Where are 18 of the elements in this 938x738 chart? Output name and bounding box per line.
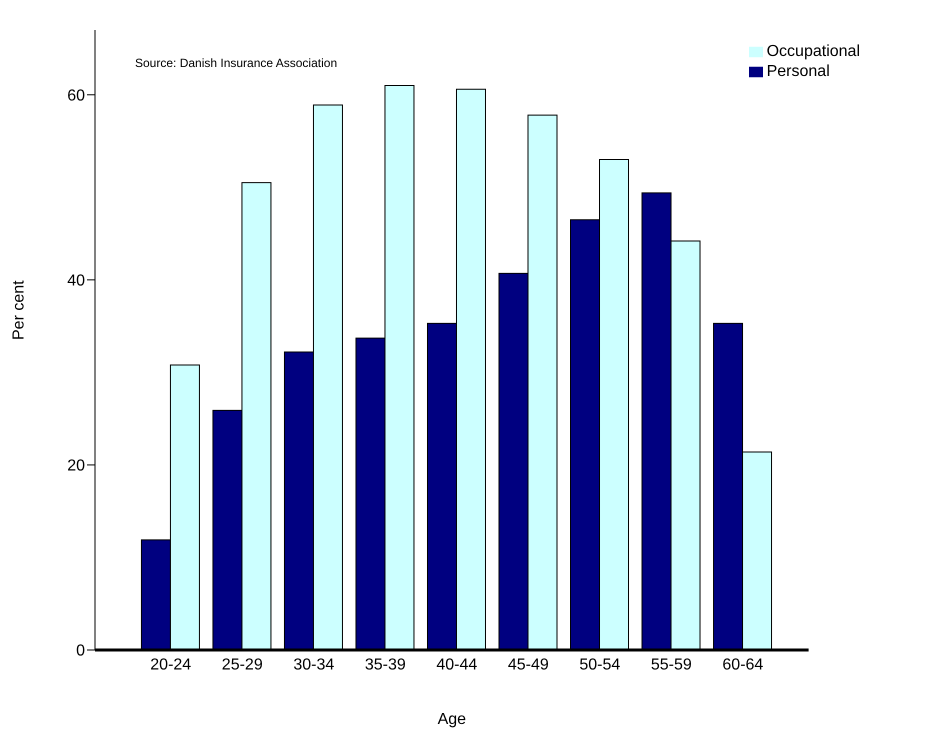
x-tick-label: 45-49 bbox=[508, 656, 549, 674]
x-tick-label: 55-59 bbox=[650, 656, 692, 674]
annotation: Source: Danish Insurance Association bbox=[135, 56, 338, 70]
y-tick-label: 60 bbox=[67, 87, 86, 104]
y-axis-title: Per cent bbox=[10, 280, 28, 340]
x-axis-title: Age bbox=[438, 711, 466, 728]
y-tick-label: 40 bbox=[67, 272, 86, 290]
legend-label: Occupational bbox=[766, 43, 860, 60]
x-tick-label: 30-34 bbox=[293, 656, 334, 674]
legend-label: Personal bbox=[766, 63, 830, 80]
x-tick-label: 40-44 bbox=[436, 656, 478, 674]
x-tick-label: 50-54 bbox=[579, 656, 620, 674]
y-tick-label: 0 bbox=[76, 642, 86, 660]
x-tick-label: 35-39 bbox=[364, 656, 406, 674]
x-tick-label: 60-64 bbox=[722, 656, 764, 674]
x-tick-label: 25-29 bbox=[222, 656, 263, 674]
x-tick-label: 20-24 bbox=[150, 656, 192, 674]
y-tick-label: 20 bbox=[67, 458, 86, 475]
